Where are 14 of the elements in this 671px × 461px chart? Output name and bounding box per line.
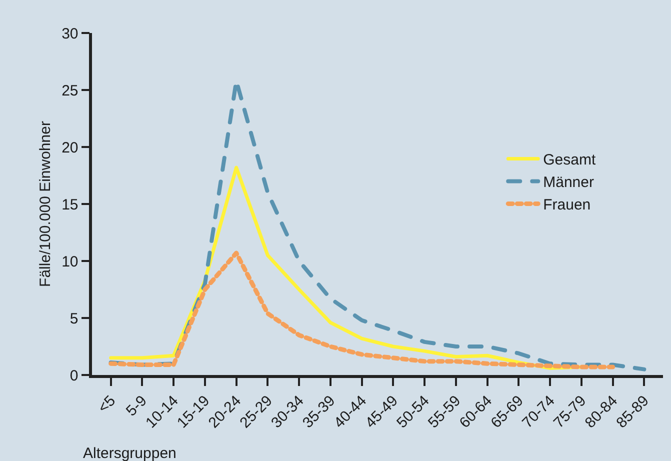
legend-label: Gesamt	[543, 152, 596, 169]
y-tick-label: 20	[62, 139, 78, 156]
y-tick-label: 25	[62, 82, 78, 100]
y-tick-label: 5	[70, 310, 78, 328]
line-series	[108, 250, 616, 370]
y-tick-label: 30	[62, 25, 78, 42]
legend-label: Männer	[543, 174, 594, 192]
x-axis-title: Altersgruppen	[83, 445, 176, 461]
y-tick-label: 15	[62, 196, 78, 214]
y-tick-label: 10	[62, 253, 78, 270]
y-tick-label: 0	[70, 367, 78, 384]
legend-label: Frauen	[543, 196, 591, 214]
x-tick-label: <5	[94, 392, 119, 416]
y-axis-title: Fälle/100.000 Einwohner	[36, 121, 54, 287]
